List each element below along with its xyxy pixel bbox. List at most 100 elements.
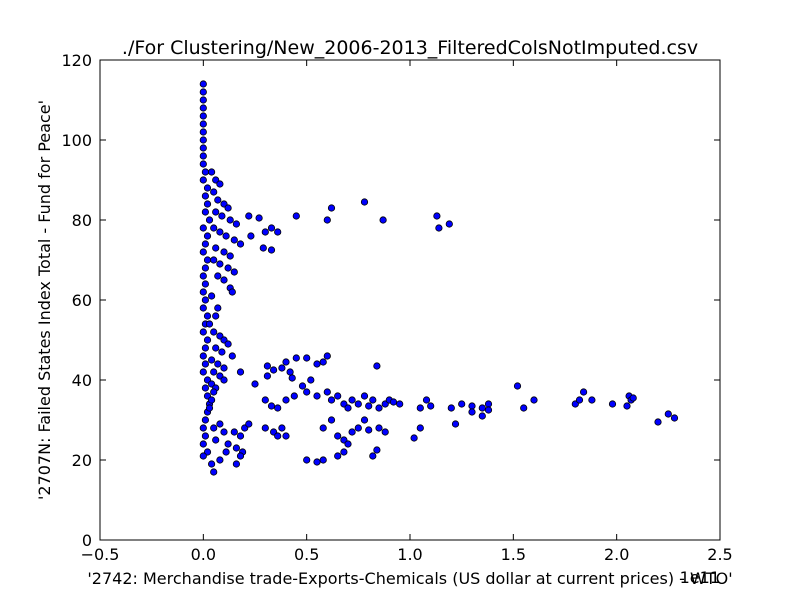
data-point xyxy=(484,406,493,414)
data-point xyxy=(208,292,216,300)
data-point xyxy=(435,224,443,232)
data-point xyxy=(216,228,224,236)
data-point xyxy=(212,208,220,216)
data-point xyxy=(369,396,377,404)
data-point xyxy=(245,420,253,428)
data-point xyxy=(303,388,311,396)
data-point xyxy=(199,176,207,184)
data-point xyxy=(199,144,207,152)
data-point xyxy=(216,260,224,268)
data-point xyxy=(375,424,383,432)
data-point xyxy=(230,268,238,276)
data-point xyxy=(236,240,245,248)
data-point xyxy=(199,440,207,448)
data-point xyxy=(327,204,336,212)
data-point xyxy=(201,208,209,216)
data-point xyxy=(203,336,212,344)
data-point xyxy=(263,372,271,380)
x-tick-label: −0.5 xyxy=(81,545,120,564)
data-point xyxy=(307,376,315,384)
data-point xyxy=(267,224,276,232)
y-axis-label: '2707N: Failed States Index Total - Fund… xyxy=(35,100,54,500)
data-point xyxy=(261,424,269,432)
data-point xyxy=(247,232,255,240)
x-tick-label: 0.5 xyxy=(294,545,319,564)
data-point xyxy=(468,408,476,416)
data-point xyxy=(298,382,307,390)
data-point xyxy=(205,216,214,224)
data-point xyxy=(220,248,228,256)
data-point xyxy=(282,432,290,440)
data-point xyxy=(199,120,207,128)
data-point xyxy=(369,452,377,460)
data-point xyxy=(451,420,460,428)
data-point xyxy=(608,400,617,408)
data-point xyxy=(224,204,232,212)
data-point xyxy=(292,354,300,362)
y-tick-label: 100 xyxy=(61,131,92,150)
data-point xyxy=(327,416,336,424)
data-point xyxy=(208,460,216,468)
data-point xyxy=(236,368,245,376)
data-point xyxy=(210,224,218,232)
data-point xyxy=(245,212,253,220)
data-point xyxy=(199,88,207,96)
y-tick-label: 60 xyxy=(72,291,92,310)
data-point xyxy=(220,364,228,372)
data-point xyxy=(251,380,259,388)
x-tick-label: 2.5 xyxy=(707,545,732,564)
data-point xyxy=(203,232,212,240)
data-point xyxy=(344,440,352,448)
data-point xyxy=(228,288,236,296)
data-point xyxy=(379,216,387,224)
data-point xyxy=(212,244,220,252)
data-point xyxy=(218,348,226,356)
data-point xyxy=(484,400,493,408)
data-point xyxy=(261,396,269,404)
data-point xyxy=(199,128,207,136)
data-point xyxy=(530,396,538,404)
data-point xyxy=(203,184,212,192)
data-point xyxy=(212,312,220,320)
data-point xyxy=(199,424,207,432)
data-point xyxy=(286,368,294,376)
data-point xyxy=(389,398,398,406)
data-point xyxy=(203,312,212,320)
data-point xyxy=(226,216,234,224)
data-point xyxy=(222,232,230,240)
data-point xyxy=(319,456,327,464)
data-point xyxy=(303,456,311,464)
data-point xyxy=(334,392,342,400)
data-point xyxy=(319,358,327,366)
data-point xyxy=(220,276,228,284)
data-point xyxy=(216,420,224,428)
data-point xyxy=(422,396,431,404)
data-point xyxy=(274,228,282,236)
data-point xyxy=(623,402,631,410)
data-point xyxy=(210,468,218,476)
data-point xyxy=(201,360,209,368)
data-point xyxy=(203,256,212,264)
data-point xyxy=(278,364,286,372)
data-point xyxy=(588,396,596,404)
data-point xyxy=(354,424,362,432)
data-point xyxy=(199,248,207,256)
data-point xyxy=(201,192,209,200)
data-point xyxy=(203,200,212,208)
data-point xyxy=(381,428,389,436)
data-point xyxy=(220,376,228,384)
data-point xyxy=(201,416,209,424)
data-point xyxy=(210,328,218,336)
data-point xyxy=(201,432,209,440)
data-point xyxy=(210,256,218,264)
data-point xyxy=(222,448,230,456)
data-point xyxy=(327,396,336,404)
data-point xyxy=(478,412,486,420)
y-tick-label: 0 xyxy=(82,531,92,550)
data-point xyxy=(224,440,232,448)
data-point xyxy=(427,402,435,410)
data-point xyxy=(199,352,207,360)
data-point xyxy=(416,404,424,412)
data-point xyxy=(303,354,311,362)
